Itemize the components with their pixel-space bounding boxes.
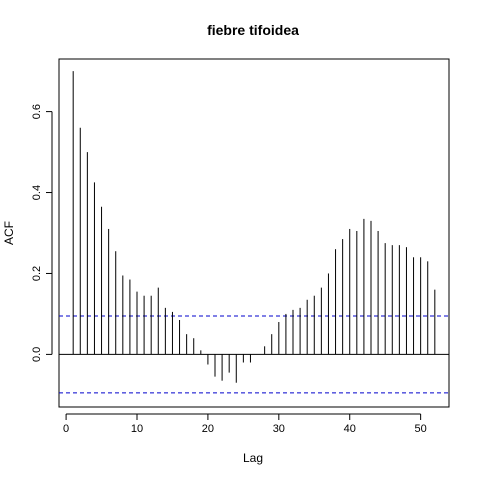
x-tick-label: 0 <box>63 423 69 435</box>
y-axis-label: ACF <box>2 221 16 245</box>
x-tick-label: 30 <box>273 423 285 435</box>
axes-layer: 0 10 20 30 40 50 0.0 0.2 0.4 0.6 <box>31 104 427 435</box>
y-tick-label: 0.4 <box>31 185 43 200</box>
x-tick-label: 20 <box>202 423 214 435</box>
y-tick-label: 0.2 <box>31 266 43 281</box>
plot-frame <box>58 58 450 408</box>
bars-layer <box>59 71 449 394</box>
x-tick-label: 10 <box>131 423 143 435</box>
y-tick-label: 0.0 <box>31 347 43 362</box>
x-tick-label: 40 <box>344 423 356 435</box>
y-tick-label: 0.6 <box>31 104 43 119</box>
chart-title: fiebre tifoidea <box>207 22 299 38</box>
x-tick-label: 50 <box>415 423 427 435</box>
x-axis-label: Lag <box>243 451 263 465</box>
